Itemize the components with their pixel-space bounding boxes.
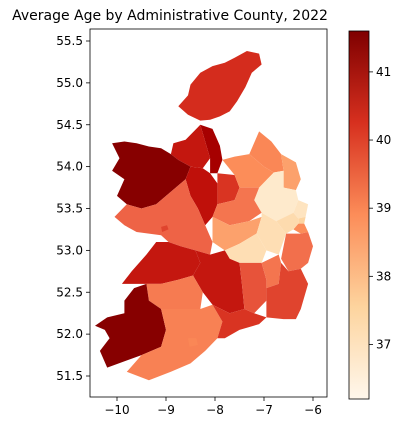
county-monaghan: Monaghan: 39 <box>249 131 284 173</box>
county-offaly: Offaly: 38.6 <box>212 216 262 251</box>
county-south-dublin: South Dublin: 37.3 <box>276 212 299 234</box>
y-tick-label: 53.0 <box>56 243 83 257</box>
x-tick-label: −9 <box>157 403 175 417</box>
colorbar-tick-label: 37 <box>376 337 391 351</box>
colorbar: 37 38 39 40 41 <box>348 30 391 400</box>
county-laois: Laois: 37.2 <box>224 233 267 263</box>
map-axes: Donegal: 40.3 Leitrim: 41.1Sligo: 40.6May… <box>56 28 328 417</box>
county-tipperary: Tipperary: 40.6 <box>193 250 245 314</box>
county-clare: Clare: 40.6 <box>121 242 201 284</box>
y-tick-label: 52.0 <box>56 327 83 341</box>
county-cavan: Cavan: 38.9 <box>222 154 274 188</box>
county-wexford: Wexford: 40 <box>266 262 309 320</box>
y-tick-label: 54.5 <box>56 118 83 132</box>
y-tick-label: 55.0 <box>56 76 83 90</box>
county-fingal: Fingal: 37 <box>293 200 309 219</box>
chart-title: Average Age by Administrative County, 20… <box>12 8 328 24</box>
colorbar-tick-label: 39 <box>376 201 391 215</box>
county-westmeath: Westmeath: 39.3 <box>212 187 262 226</box>
county-kilkenny: Kilkenny: 39.8 <box>239 262 267 314</box>
county-sligo: Sligo: 40.6 <box>170 124 211 169</box>
y-tick-label: 51.5 <box>56 369 83 383</box>
county-leitrim: Leitrim: 41.1 <box>200 124 223 174</box>
colorbar-gradient <box>348 30 370 400</box>
county-dublin-city: Dublin City: 37.5 <box>298 216 306 224</box>
county-mayo: Mayo: 41.5 <box>112 141 191 209</box>
county-galway-county: Galway County: 39.6 <box>114 179 213 255</box>
county-cork-city: Cork City: 39 <box>188 338 198 347</box>
x-tick-label: −7 <box>255 403 273 417</box>
colorbar-tick-label: 41 <box>376 65 391 79</box>
y-tick-label: 52.5 <box>56 285 83 299</box>
county-louth: Louth: 38.6 <box>281 154 301 191</box>
colorbar-tick-label: 40 <box>376 133 391 147</box>
y-tick-label: 55.5 <box>56 34 83 48</box>
x-tick-label: −6 <box>304 403 322 417</box>
colorbar-ticks: 37 38 39 40 41 <box>369 65 391 351</box>
county-cork-county: Cork County: 39.1 <box>126 304 223 381</box>
county-meath: Meath: 36.8 <box>254 170 299 222</box>
y-tick-label: 54.0 <box>56 160 83 174</box>
county-donegal: Donegal: 40.3 <box>178 51 262 121</box>
county-map: Donegal: 40.3 Leitrim: 41.1Sligo: 40.6May… <box>95 51 313 381</box>
county-galway-city: Galway City: 40 <box>161 225 169 232</box>
county-roscommon: Roscommon: 40.7 <box>185 166 218 226</box>
plot-frame <box>89 28 328 398</box>
x-axis: −10 −9 −8 −7 −6 <box>104 397 322 417</box>
colorbar-tick-label: 38 <box>376 269 391 283</box>
county-limerick: Limerick: 39.2 <box>146 275 203 309</box>
county-wicklow: Wicklow: 39.4 <box>281 232 313 272</box>
county-dun-laoghaire-rathdown: Dún Laoghaire-Rathdown: 38.9 <box>293 223 309 234</box>
x-tick-label: −8 <box>206 403 224 417</box>
county-waterford: Waterford: 40.2 <box>212 304 267 339</box>
y-tick-label: 53.5 <box>56 202 83 216</box>
county-longford: Longford: 40.2 <box>217 173 240 205</box>
x-tick-label: −10 <box>104 403 129 417</box>
y-axis: 51.5 52.0 52.5 53.0 53.5 54.0 54.5 55.0 55.5 <box>56 34 90 383</box>
county-kildare: Kildare: 37.2 <box>256 212 287 255</box>
county-carlow: Carlow: 39.3 <box>261 254 282 289</box>
county-kerry: Kerry: 41.5 <box>95 283 166 368</box>
